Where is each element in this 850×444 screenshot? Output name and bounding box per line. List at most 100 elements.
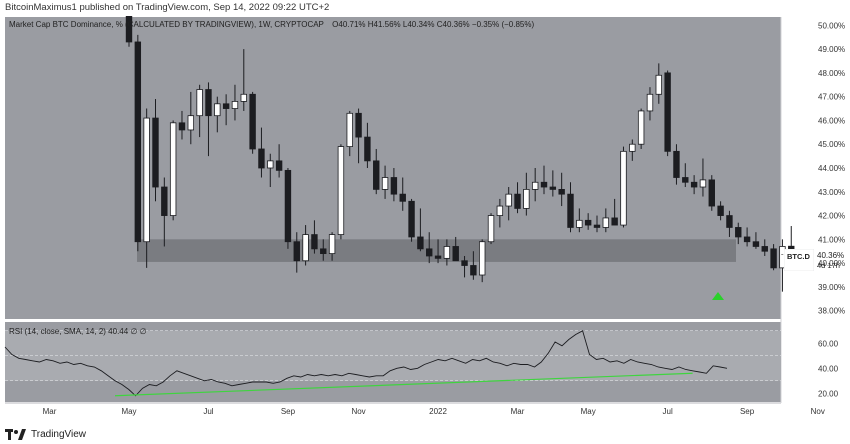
- candle-body: [364, 136, 371, 162]
- candle-body: [514, 193, 521, 209]
- time-tick-label: Jul: [203, 407, 213, 416]
- time-axis-ticks: Mar May Jul Sep Nov 2022 Mar May Jul Sep Nov: [43, 407, 825, 416]
- candle-body: [143, 117, 150, 243]
- candle-body: [373, 160, 380, 190]
- time-tick-label: May: [121, 407, 136, 416]
- publish-header: BitcoinMaximus1 published on TradingView…: [0, 0, 850, 16]
- candle-body: [611, 217, 618, 226]
- price-tick-label: 44.00%: [818, 164, 845, 173]
- candle-body: [222, 103, 230, 109]
- rsi-tick-label: 20.00: [818, 389, 839, 398]
- price-axis-ticks: 50.00% 49.00% 48.00% 47.00% 46.00% 45.00% 44.0…: [818, 21, 845, 315]
- candle-body: [187, 115, 195, 131]
- tradingview-logo-icon: [5, 429, 26, 440]
- candle-body: [443, 246, 451, 259]
- price-pane-background: [5, 17, 781, 319]
- candle-body: [390, 177, 398, 195]
- candle-body: [320, 248, 327, 255]
- candle-body: [593, 224, 601, 228]
- candle-body: [267, 160, 274, 169]
- candle-body: [487, 215, 495, 243]
- tradingview-brand[interactable]: TradingView: [5, 429, 86, 440]
- candle-body: [637, 110, 645, 145]
- price-tick-label: 49.00%: [818, 45, 845, 54]
- time-tick-label: Sep: [740, 407, 755, 416]
- price-tick-label: 47.00%: [818, 93, 845, 102]
- candle-body: [134, 41, 142, 243]
- candle-body: [646, 93, 654, 112]
- tradingview-label: TradingView: [31, 429, 87, 440]
- time-tick-label: Mar: [511, 407, 525, 416]
- candle-body: [169, 122, 177, 216]
- legend-low-value: 40.34%: [407, 20, 435, 29]
- price-tick-label: 50.00%: [818, 21, 845, 30]
- candle-body: [726, 215, 733, 228]
- chart-frame: 50.00% 49.00% 48.00% 47.00% 46.00% 45.00% 44.0…: [0, 0, 850, 419]
- legend-high-value: 41.56%: [373, 20, 401, 29]
- candle-body: [540, 181, 548, 188]
- rsi-group: [4, 330, 781, 397]
- rsi-legend-extra: ∅ ∅: [130, 327, 147, 336]
- time-tick-label: May: [581, 407, 596, 416]
- candle-body: [549, 186, 557, 190]
- candle-body: [434, 255, 442, 259]
- candle-body: [355, 112, 362, 138]
- legend-symbol: Market Cap BTC Dominance, % (CALCULATED …: [9, 20, 324, 29]
- candle-body: [664, 72, 671, 152]
- publish-info: BitcoinMaximus1 published on TradingView…: [5, 2, 330, 13]
- legend-open-label: O: [332, 20, 339, 29]
- price-tick-label: 45.00%: [818, 140, 845, 149]
- price-tick-label: 42.00%: [818, 212, 845, 221]
- candle-body: [576, 219, 583, 228]
- chart-svg[interactable]: 50.00% 49.00% 48.00% 47.00% 46.00% 45.00% 44.0…: [0, 0, 850, 419]
- price-tick-label: 38.00%: [818, 307, 845, 316]
- price-badge: [784, 249, 814, 271]
- candle-body: [770, 248, 777, 269]
- candle-body: [470, 265, 477, 276]
- candle-body: [381, 177, 389, 190]
- rsi-tick-label: 40.00: [818, 364, 839, 373]
- price-tick-label: 40.00%: [818, 259, 845, 268]
- candle-body: [293, 241, 300, 262]
- rsi-tick-label: 60.00: [818, 339, 839, 348]
- candle-body: [602, 217, 610, 228]
- logo-wedge: [18, 429, 26, 440]
- candle-body: [426, 248, 433, 257]
- candle-body: [205, 89, 212, 117]
- rsi-legend-label: RSI (14, close, SMA, 14, 2): [9, 327, 106, 336]
- candle-body: [302, 234, 309, 262]
- price-tick-label: 48.00%: [818, 69, 845, 78]
- candle-body: [311, 234, 318, 250]
- candle-body: [408, 200, 415, 238]
- time-tick-label: Sep: [281, 407, 296, 416]
- candle-body: [240, 93, 247, 102]
- candle-body: [275, 160, 283, 171]
- support-zone: [137, 239, 736, 262]
- candle-body: [752, 241, 760, 247]
- candle-body: [452, 246, 459, 262]
- footer: TradingView: [0, 422, 850, 444]
- candle-body: [735, 227, 742, 238]
- up-arrow-icon: [712, 292, 724, 300]
- candle-body: [152, 117, 159, 188]
- candle-body: [558, 189, 565, 195]
- candle-body: [505, 193, 512, 207]
- candle-body: [461, 260, 468, 266]
- candle-body: [629, 143, 636, 152]
- rsi-legend-value: 40.44: [108, 327, 129, 336]
- candle-body: [125, 15, 133, 43]
- legend-change: −0.35% (−0.85%): [471, 20, 535, 29]
- candle-body: [567, 193, 574, 228]
- logo-dot: [14, 430, 18, 434]
- candle-body: [196, 89, 203, 117]
- time-tick-label: 2022: [429, 407, 447, 416]
- candle-body: [655, 74, 662, 95]
- rsi-axis-ticks: 60.00 40.00 20.00: [818, 339, 839, 398]
- price-badge-box: [784, 249, 814, 271]
- candle-body: [690, 181, 698, 188]
- candle-body: [258, 148, 265, 169]
- candle-body: [478, 241, 486, 276]
- candle-body: [284, 169, 292, 243]
- price-tick-label: 43.00%: [818, 188, 845, 197]
- rsi-legend: RSI (14, close, SMA, 14, 2) 40.44 ∅ ∅: [9, 327, 147, 336]
